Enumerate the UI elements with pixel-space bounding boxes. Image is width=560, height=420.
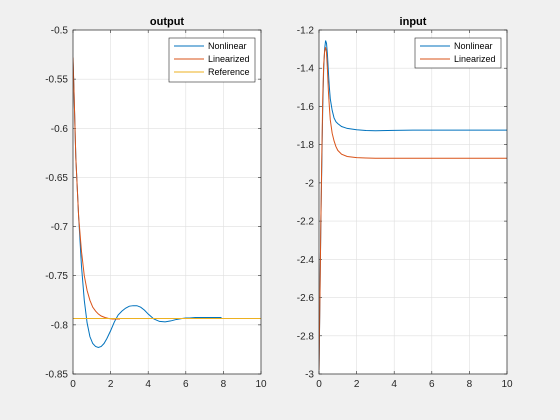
legend: Nonlinear Linearized [414,37,502,69]
y-tick-label: -0.55 [45,75,68,86]
y-tick-label: -2.8 [297,331,315,342]
y-tick-label: -2.4 [297,255,315,266]
x-tick-label: 4 [145,379,151,390]
y-tick-label: -0.6 [51,124,69,135]
x-tick-label: 10 [501,379,513,390]
series-line-linearized [319,47,507,371]
x-tick-label: 8 [221,379,227,390]
x-tick-label: 6 [183,379,189,390]
y-tick-label: -0.7 [51,222,69,233]
output-axes: 0 2 4 6 8 10 -0.5 -0.55 -0.6 -0.65 -0.7 -0.75 -0.8 -0… [45,16,267,390]
legend-label-reference: Reference [208,67,250,77]
legend-box [414,37,502,69]
x-tick-label: 2 [354,379,360,390]
y-tick-label: -2 [305,178,314,189]
legend-label-linearized: Linearized [454,54,496,64]
axes-box [318,29,508,375]
plot-area [319,30,507,374]
y-tick-label: -2.2 [297,217,315,228]
legend-box [168,37,256,83]
x-tick-label: 8 [467,379,473,390]
plot-area [73,30,261,374]
legend-label-nonlinear: Nonlinear [454,41,493,51]
y-tick-label: -3 [305,370,314,381]
legend-label-nonlinear: Nonlinear [208,41,247,51]
y-tick-label: -0.75 [45,271,68,282]
output-title: output [150,16,185,28]
input-axes: 0 2 4 6 8 10 -1.2 -1.4 -1.6 -1.8 -2 -2.2 -2.4 -2.6 -2.… [297,16,513,390]
y-tick-label: -1.4 [297,64,315,75]
x-tick-label: 0 [70,379,76,390]
y-tick-label: -0.5 [51,26,69,37]
y-tick-label: -0.8 [51,320,69,331]
y-tick-label: -0.65 [45,173,68,184]
y-tick-label: -0.85 [45,370,68,381]
legend: Nonlinear Linearized Reference [168,37,256,83]
x-tick-label: 0 [316,379,322,390]
x-tick-label: 6 [429,379,435,390]
y-tick-label: -1.2 [297,26,315,37]
x-tick-label: 4 [391,379,397,390]
x-tick-label: 10 [255,379,267,390]
axes-box [72,29,262,375]
y-tick-label: -1.6 [297,102,315,113]
legend-label-linearized: Linearized [208,54,250,64]
y-tick-label: -2.6 [297,293,315,304]
y-tick-label: -1.8 [297,140,315,151]
input-title: input [400,16,427,28]
x-tick-label: 2 [108,379,114,390]
